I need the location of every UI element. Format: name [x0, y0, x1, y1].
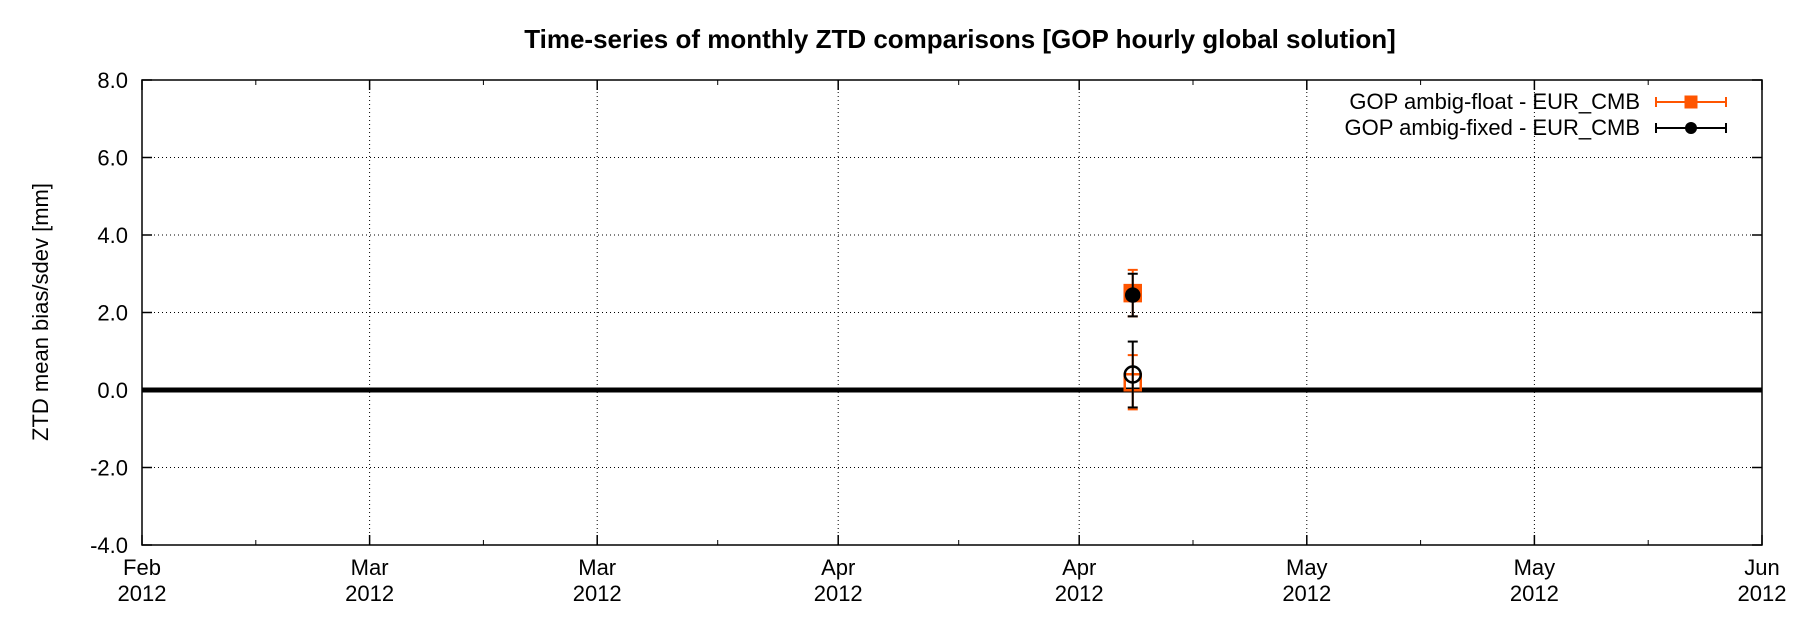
x-tick-label-month: May — [1286, 555, 1328, 580]
x-tick-label-month: Mar — [351, 555, 389, 580]
x-tick-label-month: Feb — [123, 555, 161, 580]
x-tick-label-year: 2012 — [573, 581, 622, 606]
chart-title: Time-series of monthly ZTD comparisons [… — [524, 24, 1396, 54]
y-tick-label: 0.0 — [97, 378, 128, 403]
x-tick-label-year: 2012 — [814, 581, 863, 606]
data-point-circle — [1124, 287, 1141, 303]
y-tick-label: -2.0 — [90, 456, 128, 481]
tick-labels: -4.0-2.00.02.04.06.08.0Feb2012Mar2012Mar… — [90, 68, 1786, 606]
y-tick-label: 6.0 — [97, 146, 128, 171]
y-tick-label: 4.0 — [97, 223, 128, 248]
axes — [141, 79, 1763, 546]
data-point-circle — [1123, 365, 1142, 384]
x-tick-label-month: Jun — [1744, 555, 1779, 580]
x-tick-label-month: May — [1514, 555, 1556, 580]
x-tick-label-month: Apr — [821, 555, 855, 580]
y-tick-label: 2.0 — [97, 301, 128, 326]
grid — [142, 80, 1762, 545]
y-axis-label: ZTD mean bias/sdev [mm] — [28, 183, 53, 441]
x-tick-label-year: 2012 — [1055, 581, 1104, 606]
legend-label: GOP ambig-fixed - EUR_CMB — [1345, 115, 1640, 140]
x-tick-label-year: 2012 — [1738, 581, 1787, 606]
data-points — [1123, 268, 1142, 411]
legend-marker-circle — [1685, 122, 1697, 134]
x-tick-label-year: 2012 — [1510, 581, 1559, 606]
legend-label: GOP ambig-float - EUR_CMB — [1349, 89, 1640, 114]
x-tick-label-year: 2012 — [1282, 581, 1331, 606]
x-tick-label-month: Mar — [578, 555, 616, 580]
plot-frame — [141, 79, 1763, 546]
x-tick-label-year: 2012 — [345, 581, 394, 606]
y-tick-label: -4.0 — [90, 533, 128, 558]
x-tick-label-year: 2012 — [118, 581, 167, 606]
y-tick-label: 8.0 — [97, 68, 128, 93]
legend-marker-square — [1684, 95, 1698, 109]
x-tick-label-month: Apr — [1062, 555, 1096, 580]
